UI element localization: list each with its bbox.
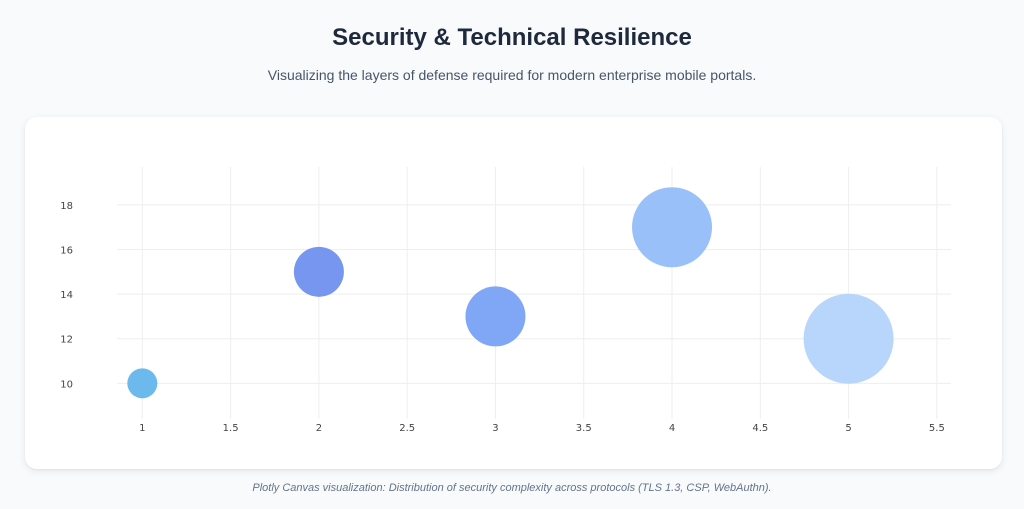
x-tick-label: 4 [669, 423, 675, 434]
x-tick-label: 3 [492, 423, 498, 434]
y-tick-label: 12 [60, 335, 73, 346]
page-subtitle: Visualizing the layers of defense requir… [267, 67, 757, 83]
page-title: Security & Technical Resilience [332, 24, 692, 51]
bubble-chart: 1 1.5 2 2.5 3 3.5 4 4.5 5 5.5 10 12 14 16 18 [60, 167, 951, 434]
x-tick-label: 4.5 [752, 423, 768, 434]
x-tick-label: 2.5 [399, 423, 415, 434]
x-tick-label: 3.5 [576, 423, 592, 434]
y-tick-label: 10 [60, 379, 73, 390]
x-tick-label: 1.5 [223, 423, 239, 434]
y-tick-label: 18 [60, 201, 73, 212]
bubble-point [127, 368, 158, 399]
grid-layer [117, 167, 951, 419]
bubble-layer [127, 187, 894, 399]
y-tick-label: 14 [60, 290, 73, 301]
chart-caption: Plotly Canvas visualization: Distributio… [252, 482, 772, 494]
bubble-point [803, 293, 894, 384]
x-tick-label: 5.5 [929, 423, 945, 434]
bubble-point [293, 246, 344, 297]
y-tick-label: 16 [60, 246, 73, 257]
bubble-point [632, 187, 713, 268]
chart-card: 1 1.5 2 2.5 3 3.5 4 4.5 5 5.5 10 12 14 16 18 [25, 117, 1002, 469]
bubble-point [465, 286, 526, 347]
tick-label-layer: 1 1.5 2 2.5 3 3.5 4 4.5 5 5.5 10 12 14 16 18 [60, 201, 945, 434]
x-tick-label: 5 [845, 423, 851, 434]
x-tick-label: 2 [316, 423, 322, 434]
x-tick-label: 1 [139, 423, 145, 434]
